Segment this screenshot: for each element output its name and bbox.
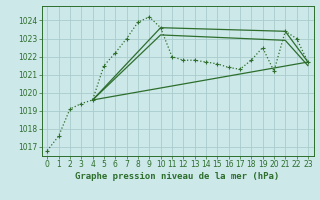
X-axis label: Graphe pression niveau de la mer (hPa): Graphe pression niveau de la mer (hPa) — [76, 172, 280, 181]
